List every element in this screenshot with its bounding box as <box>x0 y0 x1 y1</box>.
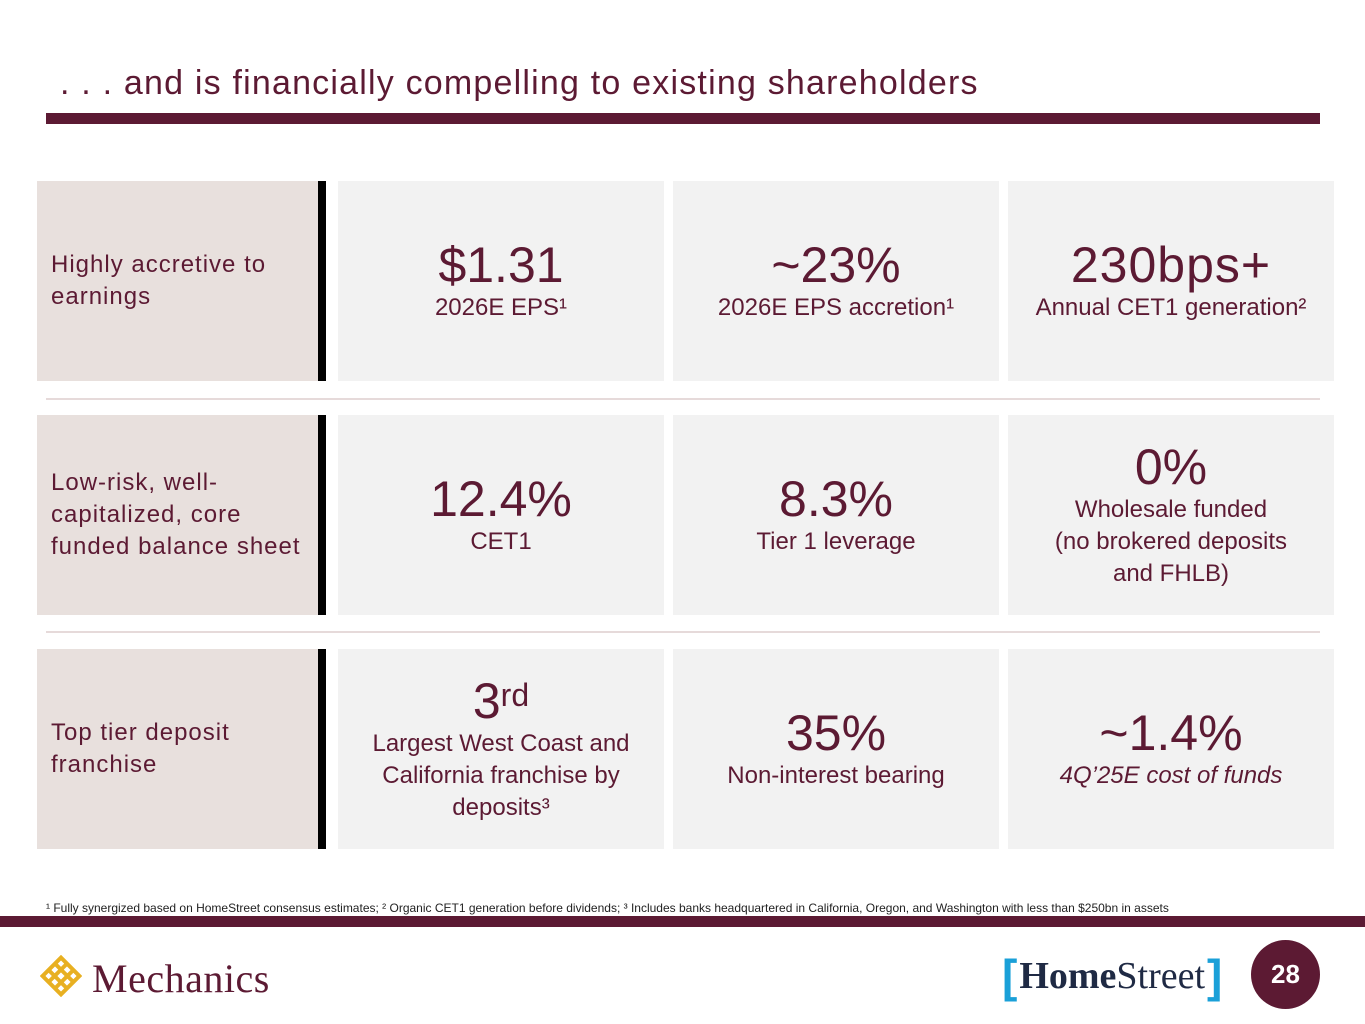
metric-row-earnings: Highly accretive to earnings $1.31 2026E… <box>37 181 1335 381</box>
metric-description: CET1 <box>470 528 532 555</box>
metric-description-line: (no brokered deposits <box>1054 528 1288 555</box>
metric-description: Tier 1 leverage <box>756 528 916 555</box>
metric-card-wholesale-funded: 0% Wholesale funded (no brokered deposit… <box>1008 415 1334 615</box>
title-underline-bar <box>46 113 1320 124</box>
metric-description-line: and FHLB) <box>1112 560 1230 587</box>
metric-card-cet1: 12.4% CET1 <box>338 415 664 615</box>
row-divider <box>318 415 326 615</box>
metric-value: $1.31 <box>438 237 564 293</box>
slide-title: . . . and is financially compelling to e… <box>60 64 979 102</box>
mechanics-knot-icon <box>39 954 83 1002</box>
metric-value: 0% <box>1134 439 1208 495</box>
rank-number: 3 <box>472 673 501 729</box>
metric-description: 2026E EPS¹ <box>434 294 568 321</box>
metric-value: 8.3% <box>779 471 893 527</box>
row-label-box: Top tier deposit franchise <box>37 649 318 849</box>
metric-card-cet1-generation: 230bps+ Annual CET1 generation² <box>1008 181 1334 381</box>
row-separator <box>46 398 1320 400</box>
metric-description-line: California franchise by <box>382 762 620 789</box>
metric-card-ranking: 3rd Largest West Coast and California fr… <box>338 649 664 849</box>
row-label: Low-risk, well-capitalized, core funded … <box>51 469 301 560</box>
metric-value: ~1.4% <box>1099 705 1243 761</box>
logo-word-home: Home <box>1019 955 1117 997</box>
logo-bracket-open: [ <box>1002 950 1018 1002</box>
metric-card-non-interest-bearing: 35% Non-interest bearing <box>673 649 999 849</box>
metric-description: Non-interest bearing <box>727 762 945 789</box>
row-label: Highly accretive to earnings <box>51 251 267 310</box>
metric-value: 12.4% <box>430 471 572 527</box>
metric-description-line: deposits³ <box>452 794 550 821</box>
metric-row-balance-sheet: Low-risk, well-capitalized, core funded … <box>37 415 1335 615</box>
row-divider <box>318 649 326 849</box>
footer-bar <box>0 916 1365 927</box>
row-label: Top tier deposit franchise <box>51 719 230 778</box>
metric-card-eps: $1.31 2026E EPS¹ <box>338 181 664 381</box>
footnote: ¹ Fully synergized based on HomeStreet c… <box>46 901 1169 915</box>
homestreet-logo-text: HomeStreet <box>1017 952 1207 1000</box>
metric-value: ~23% <box>771 237 901 293</box>
metric-card-eps-accretion: ~23% 2026E EPS accretion¹ <box>673 181 999 381</box>
page-number-badge: 28 <box>1251 940 1320 1009</box>
metric-description: 2026E EPS accretion¹ <box>717 294 955 321</box>
metric-description: 4Q’25E cost of funds <box>1059 762 1283 789</box>
metric-value: 35% <box>785 705 887 761</box>
metric-value: 3rd <box>473 674 529 728</box>
mechanics-logo-text: Mechanics <box>92 956 270 1001</box>
metric-description: Annual CET1 generation² <box>1035 294 1307 321</box>
metric-card-cost-of-funds: ~1.4% 4Q’25E cost of funds <box>1008 649 1334 849</box>
row-label-box: Low-risk, well-capitalized, core funded … <box>37 415 318 615</box>
logo-word-street: Street <box>1116 955 1206 997</box>
mechanics-logo: Mechanics <box>39 954 270 1002</box>
logo-bracket-close: ] <box>1207 950 1223 1002</box>
metric-row-deposit-franchise: Top tier deposit franchise 3rd Largest W… <box>37 649 1335 849</box>
rank-suffix: rd <box>500 677 530 713</box>
row-label-box: Highly accretive to earnings <box>37 181 318 381</box>
metric-card-tier1-leverage: 8.3% Tier 1 leverage <box>673 415 999 615</box>
homestreet-logo: [ HomeStreet ] <box>1002 952 1222 1000</box>
metric-description-line: Largest West Coast and <box>372 730 630 757</box>
row-divider <box>318 181 326 381</box>
metric-value: 230bps+ <box>1070 237 1272 293</box>
metric-description-line: Wholesale funded <box>1074 496 1268 523</box>
row-separator <box>46 631 1320 633</box>
